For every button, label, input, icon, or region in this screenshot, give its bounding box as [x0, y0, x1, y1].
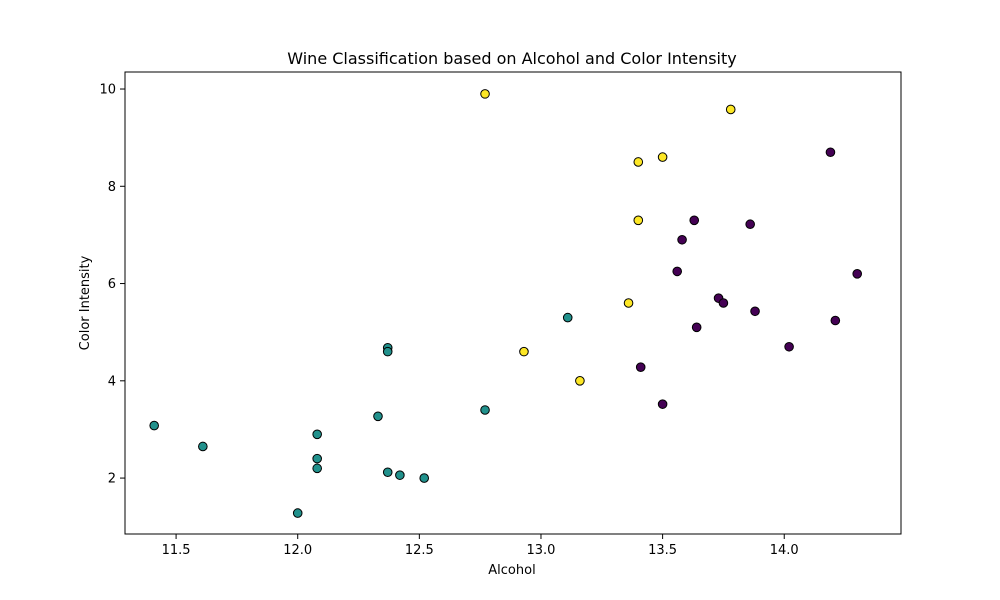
- data-point-class-1-11: [419, 473, 430, 483]
- chart-title: Wine Classification based on Alcohol and…: [287, 49, 736, 68]
- data-points: [149, 89, 863, 518]
- data-point-class-0-11: [784, 341, 794, 352]
- data-point-class-2-5: [623, 298, 634, 308]
- y-tick-label: 4: [108, 374, 116, 389]
- data-point-class-1-1: [198, 441, 208, 452]
- data-point-class-0-2: [745, 219, 755, 230]
- data-point-class-2-3: [657, 152, 668, 162]
- data-point-class-0-9: [830, 315, 841, 326]
- data-point-class-2-4: [633, 215, 644, 226]
- x-tick-label: 12.5: [405, 543, 434, 558]
- data-point-class-2-0: [480, 89, 490, 99]
- x-tick-label: 11.5: [162, 543, 191, 558]
- data-point-class-1-10: [395, 470, 405, 480]
- y-axis-label: Color Intensity: [78, 255, 93, 350]
- data-point-class-0-7: [718, 298, 729, 308]
- data-point-class-1-0: [149, 420, 159, 431]
- x-tick-label: 13.0: [526, 543, 555, 558]
- data-point-class-1-5: [312, 463, 322, 474]
- y-tick-label: 6: [108, 277, 116, 292]
- data-point-class-2-1: [725, 104, 736, 115]
- data-point-class-1-6: [373, 411, 383, 422]
- data-point-class-0-13: [657, 399, 668, 409]
- data-point-class-0-12: [635, 362, 646, 372]
- data-point-class-1-4: [312, 453, 322, 464]
- data-point-class-1-2: [292, 508, 303, 518]
- x-axis-label: Alcohol: [488, 563, 535, 578]
- data-point-class-2-7: [575, 376, 585, 386]
- data-point-class-0-8: [750, 306, 760, 317]
- data-point-class-0-4: [677, 234, 687, 245]
- data-point-class-1-13: [562, 312, 573, 323]
- data-point-class-1-12: [480, 405, 490, 415]
- x-tick-label: 12.0: [283, 543, 312, 558]
- data-point-class-2-2: [633, 157, 644, 167]
- data-point-class-0-0: [825, 147, 836, 158]
- x-tick-label: 13.5: [648, 543, 677, 558]
- x-tick-label: 14.0: [770, 543, 799, 558]
- data-point-class-1-8: [382, 346, 393, 357]
- data-point-class-0-1: [852, 269, 863, 279]
- data-point-class-2-6: [519, 346, 529, 357]
- x-axis-ticks: 11.5 12.0 12.5 13.0 13.5 14.0: [162, 534, 799, 558]
- data-point-class-1-3: [312, 429, 322, 440]
- y-axis-ticks: 2 4 6 8 10: [99, 83, 125, 487]
- y-tick-label: 8: [108, 180, 116, 195]
- plot-area-frame: [124, 71, 902, 535]
- y-tick-label: 10: [99, 83, 116, 98]
- data-point-class-0-5: [672, 266, 683, 277]
- data-point-class-1-9: [382, 467, 393, 478]
- data-point-class-0-10: [691, 322, 702, 333]
- data-point-class-0-3: [689, 215, 700, 226]
- y-tick-label: 2: [108, 472, 116, 487]
